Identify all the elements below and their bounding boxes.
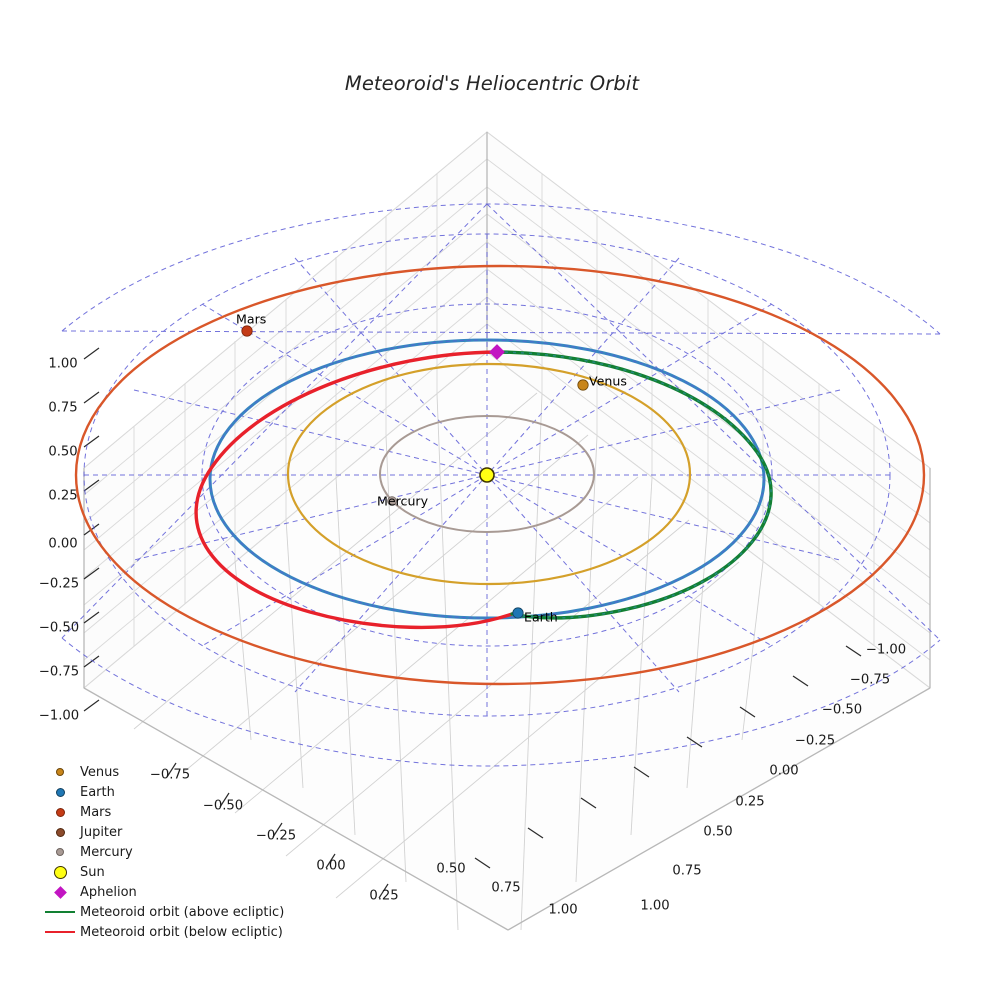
legend-label: Aphelion	[80, 884, 137, 900]
legend-label: Mercury	[80, 844, 133, 860]
earth-label: Earth	[524, 609, 558, 625]
legend-label: Earth	[80, 784, 115, 800]
y-tick-label: −1.00	[865, 642, 907, 658]
z-tick-label: −0.25	[38, 576, 80, 592]
legend-label: Venus	[80, 764, 120, 780]
y-tick-label: 1.00	[640, 898, 670, 914]
y-tick-label: −0.75	[849, 672, 891, 688]
x-tick-label: −0.50	[202, 798, 244, 814]
x-tick-label: 0.00	[316, 858, 346, 874]
x-tick-label: 0.50	[436, 861, 466, 877]
venus-orbit	[286, 362, 692, 586]
legend-label: Sun	[80, 864, 105, 880]
z-tick-label: 1.00	[48, 356, 78, 372]
meteoroid-orbit-below	[194, 350, 514, 630]
legend-item-mars[interactable]: Mars	[40, 802, 295, 822]
legend-item-aphelion[interactable]: Aphelion	[40, 882, 295, 902]
legend-item-sun[interactable]: Sun	[40, 862, 295, 882]
venus-label: Venus	[589, 373, 627, 389]
legend-item-mercury[interactable]: Mercury	[40, 842, 295, 862]
legend: Venus Earth Mars Jupiter Mercury	[40, 762, 295, 942]
venus-marker-icon	[40, 768, 80, 776]
legend-label: Mars	[80, 804, 112, 820]
x-tick-label: 1.00	[548, 902, 578, 918]
y-tick-label: −0.50	[821, 702, 863, 718]
mars-marker-icon	[40, 807, 80, 817]
x-axis-ticks	[166, 762, 389, 899]
green-line-icon	[40, 911, 80, 913]
legend-item-venus[interactable]: Venus	[40, 762, 295, 782]
z-tick-label: −1.00	[38, 708, 80, 724]
earth-marker-icon	[40, 787, 80, 797]
legend-item-jupiter[interactable]: Jupiter	[40, 822, 295, 842]
legend-label: Jupiter	[80, 824, 123, 840]
z-tick-label: 0.75	[48, 400, 78, 416]
sun-marker	[479, 467, 495, 483]
x-tick-label: −0.25	[255, 828, 297, 844]
mercury-marker	[387, 496, 397, 506]
y-axis-ticks	[474, 645, 862, 869]
legend-item-meteoroid-below[interactable]: Meteoroid orbit (below ecliptic)	[40, 922, 295, 942]
z-tick-label: −0.50	[38, 620, 80, 636]
mars-label: Mars	[236, 311, 267, 327]
y-tick-label: 0.00	[769, 763, 799, 779]
legend-label: Meteoroid orbit (above ecliptic)	[80, 904, 285, 920]
legend-item-meteoroid-above[interactable]: Meteoroid orbit (above ecliptic)	[40, 902, 295, 922]
y-tick-label: 0.50	[703, 824, 733, 840]
venus-marker	[577, 379, 589, 391]
earth-marker	[512, 607, 524, 619]
page-title: Meteoroid's Heliocentric Orbit	[344, 72, 640, 95]
y-tick-label: 0.25	[735, 794, 765, 810]
z-tick-label: −0.75	[38, 664, 80, 680]
grid-floor-pane	[133, 392, 764, 931]
meteoroid-orbit-above	[495, 350, 773, 620]
aphelion-marker-icon	[40, 885, 80, 899]
mars-orbit	[74, 264, 926, 686]
y-tick-label: −0.25	[794, 733, 836, 749]
x-tick-label: −0.75	[149, 767, 191, 783]
mercury-orbit	[379, 415, 595, 533]
earth-orbit	[208, 338, 766, 620]
sun-marker-icon	[40, 865, 80, 879]
z-tick-label: 0.50	[48, 444, 78, 460]
mars-marker	[241, 325, 253, 337]
legend-label: Meteoroid orbit (below ecliptic)	[80, 924, 283, 940]
z-tick-label: 0.25	[48, 488, 78, 504]
grid-right-pane	[486, 131, 931, 689]
jupiter-marker-icon	[40, 827, 80, 837]
legend-item-earth[interactable]: Earth	[40, 782, 295, 802]
x-tick-label: 0.25	[369, 888, 399, 904]
red-line-icon	[40, 931, 80, 933]
x-tick-label: 0.75	[491, 880, 521, 896]
mercury-label: Mercury	[377, 493, 429, 509]
z-tick-label: 0.00	[48, 536, 78, 552]
y-tick-label: 0.75	[672, 863, 702, 879]
mercury-marker-icon	[40, 848, 80, 856]
